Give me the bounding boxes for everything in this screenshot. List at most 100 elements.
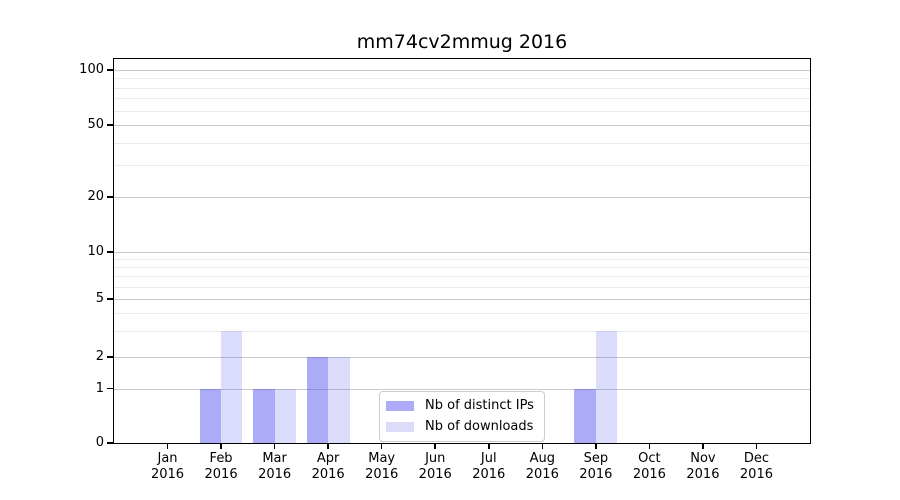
legend-item-distinct-ips: Nb of distinct IPs	[386, 398, 534, 414]
chart-title: mm74cv2mmug 2016	[356, 31, 568, 53]
x-tick-year-apr-2016: 2016	[311, 467, 345, 482]
y-tick-2	[107, 356, 113, 358]
bar-distinct-ips-mar-2016	[253, 388, 275, 443]
y-tick-50	[107, 124, 113, 126]
legend-label-distinct-ips: Nb of distinct IPs	[425, 398, 534, 413]
gridline-major-2	[114, 357, 810, 358]
bar-downloads-sep-2016	[595, 331, 618, 443]
bar-distinct-ips-feb-2016	[199, 388, 222, 443]
x-tick-jan-2016	[166, 443, 169, 449]
x-tick-jul-2016	[488, 443, 490, 449]
x-tick-feb-2016	[220, 443, 222, 449]
x-tick-mar-2016	[273, 443, 276, 449]
x-tick-label-may-2016: May 2016	[342, 451, 422, 483]
x-tick-month-nov-2016: Nov	[690, 451, 716, 466]
y-tick-label-10: 10	[87, 244, 104, 259]
x-tick-may-2016	[380, 443, 383, 449]
gridline-minor-4	[114, 313, 810, 315]
x-tick-month-mar-2016: Mar	[262, 451, 287, 466]
gridline-minor-9	[114, 259, 810, 261]
legend-swatch-downloads	[386, 422, 414, 432]
x-tick-label-feb-2016: Feb 2016	[181, 451, 261, 483]
y-tick-20	[107, 196, 113, 198]
legend-swatch-distinct-ips	[386, 401, 414, 411]
x-tick-nov-2016	[702, 443, 704, 449]
x-tick-year-jun-2016: 2016	[418, 467, 452, 482]
bar-downloads-feb-2016	[221, 331, 243, 443]
gridline-major-50	[114, 125, 810, 126]
x-tick-month-may-2016: May	[368, 451, 396, 466]
bar-downloads-apr-2016	[328, 357, 350, 443]
x-tick-label-mar-2016: Mar 2016	[235, 451, 315, 483]
x-tick-month-jul-2016: Jul	[480, 451, 497, 466]
x-tick-month-apr-2016: Apr	[316, 451, 340, 466]
y-tick-label-0: 0	[95, 435, 104, 450]
x-tick-year-sep-2016: 2016	[579, 467, 613, 482]
x-tick-month-feb-2016: Feb	[209, 451, 233, 466]
x-tick-month-jun-2016: Jun	[425, 451, 446, 466]
gridline-minor-40	[114, 142, 810, 144]
bar-downloads-mar-2016	[274, 388, 297, 443]
y-tick-10	[107, 251, 113, 253]
x-tick-label-aug-2016: Aug 2016	[502, 451, 582, 483]
y-tick-label-100: 100	[79, 62, 104, 77]
gridline-minor-8	[114, 267, 810, 269]
x-tick-year-dec-2016: 2016	[739, 467, 773, 482]
y-tick-1	[107, 387, 113, 390]
x-tick-month-dec-2016: Dec	[743, 451, 770, 466]
bar-distinct-ips-apr-2016	[306, 357, 329, 443]
x-tick-label-jun-2016: Jun 2016	[395, 451, 475, 483]
x-tick-label-dec-2016: Dec 2016	[716, 451, 796, 483]
x-tick-label-apr-2016: Apr 2016	[288, 451, 368, 483]
x-tick-sep-2016	[595, 443, 597, 449]
y-tick-label-50: 50	[87, 117, 104, 132]
x-tick-label-oct-2016: Oct 2016	[609, 451, 689, 483]
x-tick-month-aug-2016: Aug	[529, 451, 555, 466]
x-tick-label-sep-2016: Sep 2016	[556, 451, 636, 483]
x-tick-year-feb-2016: 2016	[204, 467, 238, 482]
y-tick-label-1: 1	[95, 380, 104, 396]
gridline-minor-80	[114, 87, 810, 89]
gridline-major-5	[114, 299, 810, 300]
gridline-major-100	[114, 70, 810, 71]
x-tick-label-nov-2016: Nov 2016	[663, 451, 743, 483]
x-tick-apr-2016	[327, 443, 329, 449]
legend-item-downloads: Nb of downloads	[386, 419, 534, 435]
x-tick-month-jan-2016: Jan	[157, 451, 178, 466]
x-tick-year-oct-2016: 2016	[632, 467, 666, 482]
x-tick-month-oct-2016: Oct	[638, 451, 661, 466]
x-tick-year-jul-2016: 2016	[472, 467, 506, 482]
x-tick-year-nov-2016: 2016	[686, 467, 720, 482]
gridline-minor-7	[114, 276, 810, 278]
y-tick-label-20: 20	[87, 189, 104, 204]
y-tick-0	[107, 442, 113, 444]
gridline-major-10	[114, 252, 810, 253]
gridline-major-20	[114, 197, 810, 198]
x-tick-oct-2016	[648, 443, 651, 449]
x-tick-year-jan-2016: 2016	[150, 467, 185, 482]
x-tick-label-jul-2016: Jul 2016	[449, 451, 529, 483]
y-tick-100	[107, 69, 113, 71]
x-tick-aug-2016	[541, 443, 544, 449]
gridline-minor-60	[114, 110, 810, 112]
x-tick-year-mar-2016: 2016	[258, 467, 292, 482]
x-tick-month-sep-2016: Sep	[583, 451, 609, 466]
x-tick-dec-2016	[755, 443, 758, 449]
gridline-minor-3	[114, 331, 810, 333]
legend-label-downloads: Nb of downloads	[425, 419, 534, 434]
legend: Nb of distinct IPs Nb of downloads	[379, 391, 545, 442]
gridline-minor-70	[114, 98, 810, 100]
x-tick-label-jan-2016: Jan 2016	[128, 451, 208, 483]
gridline-major-1	[114, 388, 810, 390]
x-tick-jun-2016	[434, 443, 436, 449]
y-tick-label-2: 2	[95, 349, 104, 364]
x-tick-year-aug-2016: 2016	[525, 467, 559, 482]
x-tick-year-may-2016: 2016	[365, 467, 399, 482]
gridline-minor-6	[114, 286, 810, 288]
bar-distinct-ips-sep-2016	[574, 388, 596, 443]
y-tick-5	[107, 298, 113, 300]
